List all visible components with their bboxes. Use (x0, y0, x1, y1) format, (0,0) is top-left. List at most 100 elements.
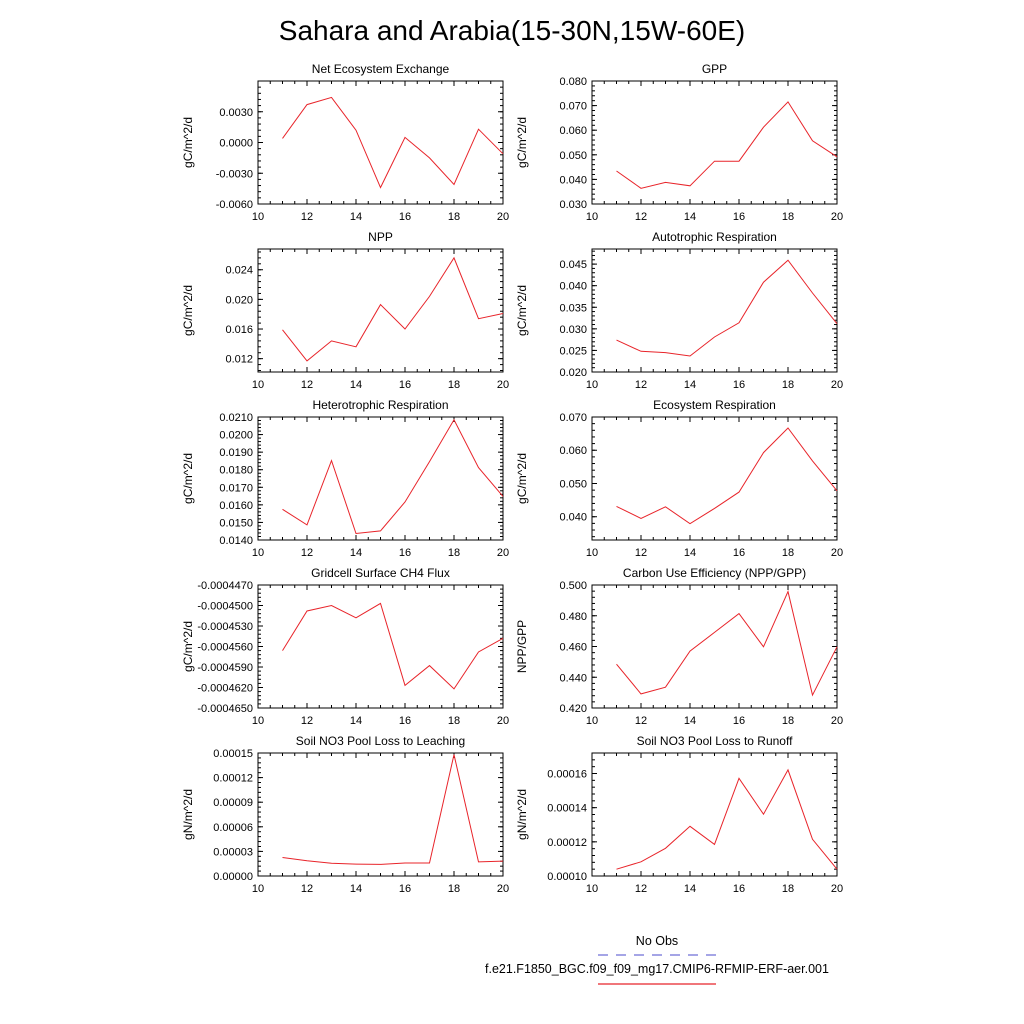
y-tick-label: 0.016 (225, 324, 253, 336)
series-line (616, 768, 838, 870)
plot-frame (257, 416, 504, 541)
y-tick-label: -0.0004620 (197, 683, 253, 695)
y-tick-label: -0.0060 (216, 199, 253, 211)
panel-title: GPP (702, 62, 727, 76)
x-tick-label: 16 (733, 715, 745, 727)
y-tick-label: -0.0004560 (197, 642, 253, 654)
x-tick-label: 12 (301, 379, 313, 391)
x-tick-label: 10 (586, 715, 598, 727)
plot-frame (257, 248, 504, 373)
x-tick-label: 10 (586, 379, 598, 391)
y-tick-label: 0.00010 (547, 871, 587, 883)
y-tick-label: 0.00014 (547, 803, 587, 815)
y-tick-label: 0.00006 (213, 822, 253, 834)
y-tick-label: 0.0000 (219, 138, 253, 150)
x-tick-label: 20 (831, 211, 843, 223)
x-tick-label: 12 (635, 379, 647, 391)
series-line (616, 590, 838, 697)
y-tick-label: 0.070 (559, 412, 587, 424)
x-tick-label: 12 (301, 211, 313, 223)
y-tick-label: 0.020 (225, 294, 253, 306)
y-tick-label: 0.0150 (219, 517, 253, 529)
x-tick-label: 10 (252, 547, 264, 559)
x-tick-label: 14 (350, 379, 362, 391)
panel: Autotrophic Respiration gC/m^2/d 10 12 14 16 1… (515, 230, 843, 391)
plot-frame (591, 248, 838, 373)
y-axis-label: gC/m^2/d (181, 285, 195, 336)
y-tick-label: -0.0030 (216, 168, 253, 180)
y-tick-label: 0.500 (559, 580, 587, 592)
y-tick-label: 0.060 (559, 445, 587, 457)
panel-title: Soil NO3 Pool Loss to Runoff (637, 734, 794, 748)
x-tick-label: 12 (635, 883, 647, 895)
y-tick-label: 0.0030 (219, 107, 253, 119)
x-tick-label: 14 (350, 547, 362, 559)
y-tick-label: 0.0190 (219, 447, 253, 459)
panel-title: NPP (368, 230, 393, 244)
x-tick-label: 20 (831, 547, 843, 559)
y-axis-label: gC/m^2/d (515, 453, 529, 504)
figure-title: Sahara and Arabia(15-30N,15W-60E) (279, 15, 745, 46)
y-axis-label: gC/m^2/d (181, 117, 195, 168)
y-tick-label: 0.0170 (219, 482, 253, 494)
y-tick-label: 0.460 (559, 642, 587, 654)
legend: No Obs f.e21.F1850_BGC.f09_f09_mg17.CMIP… (485, 934, 829, 985)
y-tick-label: 0.440 (559, 672, 587, 684)
x-tick-label: 18 (782, 883, 794, 895)
x-tick-label: 16 (733, 547, 745, 559)
x-tick-label: 10 (252, 883, 264, 895)
plot-frame (591, 584, 838, 709)
series-line (282, 418, 504, 535)
y-tick-label: 0.00000 (213, 871, 253, 883)
panel-title: Gridcell Surface CH4 Flux (311, 566, 450, 580)
panel: Gridcell Surface CH4 Flux gC/m^2/d 10 12 14 1… (181, 566, 509, 727)
series-line (282, 602, 504, 690)
x-tick-label: 20 (497, 883, 509, 895)
y-tick-label: -0.0004530 (197, 621, 253, 633)
y-tick-label: -0.0004500 (197, 601, 253, 613)
x-tick-label: 18 (782, 547, 794, 559)
y-axis-label: gC/m^2/d (181, 621, 195, 672)
panel-title: Heterotrophic Respiration (312, 398, 448, 412)
x-tick-label: 12 (301, 883, 313, 895)
y-tick-label: 0.0160 (219, 500, 253, 512)
y-axis-label: gC/m^2/d (515, 285, 529, 336)
panel: Ecosystem Respiration gC/m^2/d 10 12 14 16 18 2… (515, 398, 843, 559)
plot-frame (591, 80, 838, 205)
x-tick-label: 16 (399, 883, 411, 895)
y-axis-label: NPP/GPP (515, 620, 529, 673)
y-tick-label: 0.0140 (219, 535, 253, 547)
y-tick-label: 0.00009 (213, 797, 253, 809)
x-tick-label: 16 (733, 883, 745, 895)
panel-grid: Net Ecosystem Exchange gC/m^2/d 10 12 14 16 18… (181, 62, 843, 895)
y-tick-label: 0.0210 (219, 412, 253, 424)
y-tick-label: 0.0200 (219, 430, 253, 442)
y-tick-label: 0.045 (559, 259, 587, 271)
y-tick-label: 0.0180 (219, 465, 253, 477)
series-line (282, 754, 504, 865)
x-tick-label: 18 (448, 883, 460, 895)
panel-title: Autotrophic Respiration (652, 230, 777, 244)
panel: GPP gC/m^2/d 10 12 14 16 18 20 0.030 0.040 0.050 0.… (515, 62, 843, 223)
y-tick-label: 0.00016 (547, 769, 587, 781)
x-tick-label: 18 (448, 547, 460, 559)
panel-title: Net Ecosystem Exchange (312, 62, 450, 76)
y-tick-label: -0.0004650 (197, 703, 253, 715)
x-tick-label: 10 (252, 715, 264, 727)
x-tick-label: 18 (448, 379, 460, 391)
x-tick-label: 14 (350, 715, 362, 727)
x-tick-label: 18 (782, 715, 794, 727)
panel-title: Carbon Use Efficiency (NPP/GPP) (623, 566, 806, 580)
plot-frame (257, 80, 504, 205)
panel-title: Ecosystem Respiration (653, 398, 776, 412)
series-line (282, 96, 504, 189)
x-tick-label: 16 (399, 379, 411, 391)
y-tick-label: 0.00015 (213, 748, 253, 760)
x-tick-label: 20 (831, 379, 843, 391)
y-tick-label: 0.035 (559, 302, 587, 314)
x-tick-label: 14 (684, 883, 696, 895)
x-tick-label: 14 (350, 883, 362, 895)
x-tick-label: 10 (252, 211, 264, 223)
y-tick-label: 0.020 (559, 367, 587, 379)
y-tick-label: 0.080 (559, 76, 587, 88)
